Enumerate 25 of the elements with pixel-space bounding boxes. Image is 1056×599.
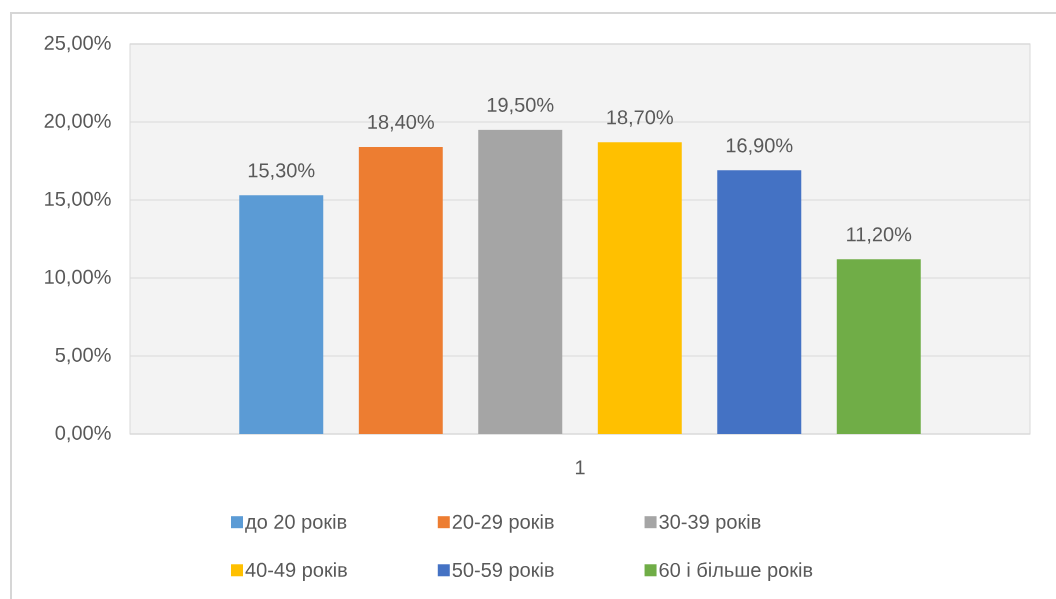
y-tick-label: 20,00% bbox=[44, 113, 111, 131]
legend-label: 20-29 років bbox=[452, 514, 554, 533]
legend-label: 50-59 років bbox=[452, 562, 554, 581]
data-label: 19,50% bbox=[487, 97, 554, 115]
data-label: 16,90% bbox=[726, 138, 793, 155]
data-label: 18,40% bbox=[368, 114, 434, 132]
x-tick-label: 1 bbox=[575, 460, 585, 475]
legend-label: 30-39 років bbox=[659, 514, 761, 533]
y-tick-label: 15,00% bbox=[45, 191, 111, 209]
y-tick-label: 5,00% bbox=[55, 347, 111, 365]
data-label: 18,70% bbox=[607, 110, 673, 127]
data-label: 15,30% bbox=[248, 163, 315, 180]
bar bbox=[358, 146, 443, 434]
y-tick-label: 25,00% bbox=[44, 35, 111, 53]
bar bbox=[717, 170, 802, 434]
data-label: 11,20% bbox=[847, 227, 912, 244]
bar bbox=[597, 142, 682, 434]
y-tick-label: 0,00% bbox=[55, 425, 111, 443]
y-tick-label: 10,00% bbox=[45, 269, 111, 287]
legend-label: до 20 років bbox=[245, 514, 347, 533]
bar bbox=[836, 259, 921, 434]
bar bbox=[478, 129, 563, 434]
legend-label: 60 і більше років bbox=[659, 562, 813, 582]
legend-label: 40-49 років bbox=[245, 562, 347, 581]
bar bbox=[239, 195, 324, 434]
